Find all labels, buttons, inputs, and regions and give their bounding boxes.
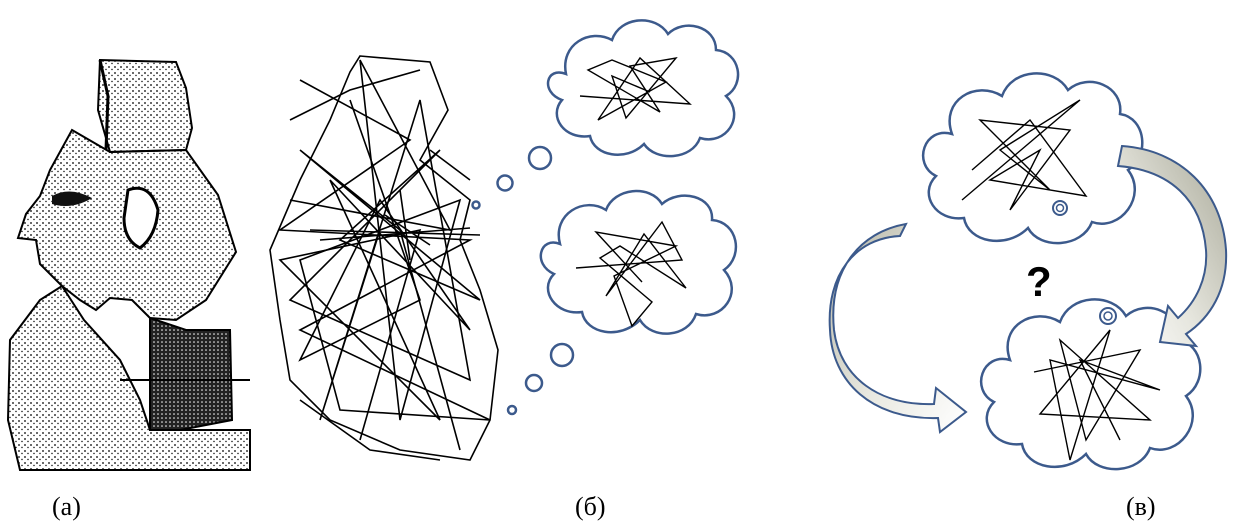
cycle-cloud-lower bbox=[979, 298, 1202, 471]
cycle-arrow-right bbox=[1116, 144, 1228, 348]
bust-sketch bbox=[6, 58, 251, 471]
caption-a: (а) bbox=[52, 492, 81, 521]
thought-bubble-trail-lower bbox=[506, 342, 575, 416]
caption-c: (в) bbox=[1126, 492, 1156, 521]
scanpath-tracing bbox=[269, 55, 499, 461]
caption-b: (б) bbox=[575, 492, 606, 521]
question-mark: ? bbox=[1026, 258, 1052, 305]
thought-cloud-top bbox=[546, 19, 740, 158]
cycle-arrow-left bbox=[828, 222, 968, 434]
thought-bubble-trail-upper bbox=[471, 145, 553, 210]
thought-cloud-bottom bbox=[539, 189, 738, 335]
cycle-cloud-upper bbox=[921, 72, 1144, 245]
